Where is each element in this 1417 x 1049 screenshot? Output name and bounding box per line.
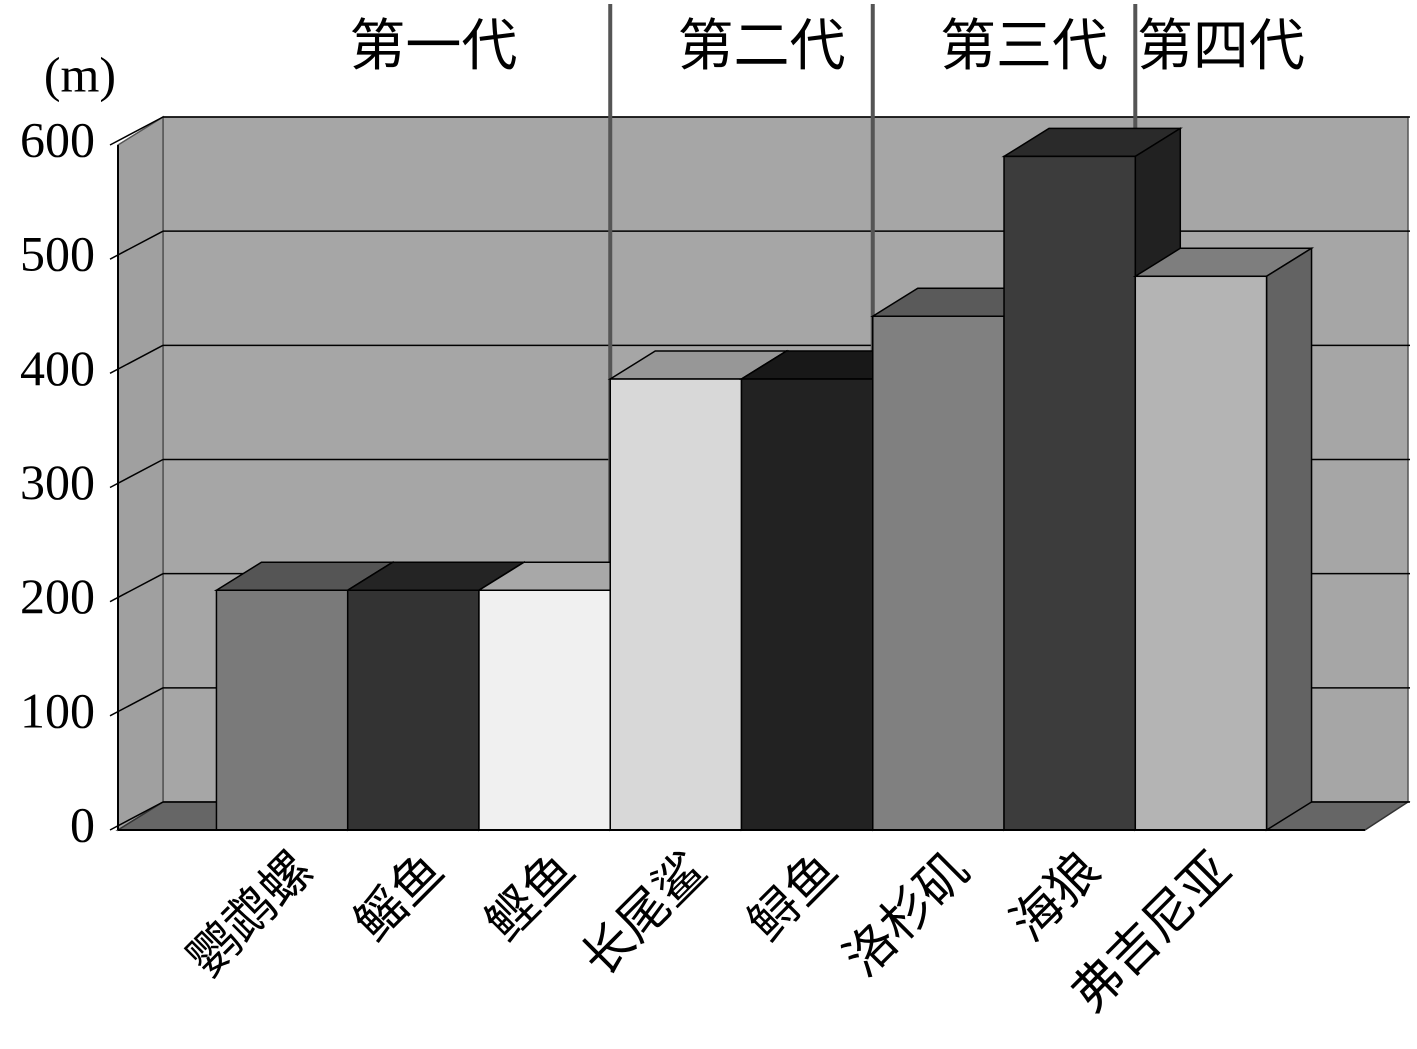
y-tick-label: 100 <box>20 682 95 738</box>
x-tick-label: 洛杉矶 <box>834 841 980 987</box>
group-label: 第四代 <box>1137 16 1305 78</box>
bar <box>346 589 480 831</box>
tick-mark <box>109 116 164 146</box>
y-tick-label: 400 <box>20 340 95 396</box>
bar-side <box>1265 246 1313 832</box>
bar <box>1134 275 1268 831</box>
bar <box>872 315 1005 831</box>
group-label: 第三代 <box>940 16 1108 78</box>
bar <box>609 378 743 831</box>
y-axis-label: (m) <box>44 46 116 102</box>
side-wall <box>117 115 164 832</box>
group-label: 第二代 <box>678 16 846 78</box>
bar <box>740 378 874 831</box>
y-tick-label: 600 <box>20 111 95 167</box>
bar <box>478 589 611 831</box>
group-label: 第一代 <box>349 16 517 78</box>
x-tick-label: 海狼 <box>1000 841 1110 951</box>
x-tick-label: 鲟鱼 <box>738 841 848 951</box>
y-tick-label: 500 <box>20 226 95 282</box>
x-tick-label: 鲣鱼 <box>475 841 585 951</box>
x-tick-label: 长尾鲨 <box>571 841 717 987</box>
y-tick-label: 0 <box>70 796 95 852</box>
y-tick-label: 300 <box>20 454 95 510</box>
x-tick-label: 鹦鹉螺 <box>177 841 323 987</box>
x-tick-label: 鳐鱼 <box>344 841 454 951</box>
bar <box>1003 155 1137 831</box>
y-tick-label: 200 <box>20 568 95 624</box>
bars <box>213 127 1315 832</box>
bar <box>215 589 349 831</box>
